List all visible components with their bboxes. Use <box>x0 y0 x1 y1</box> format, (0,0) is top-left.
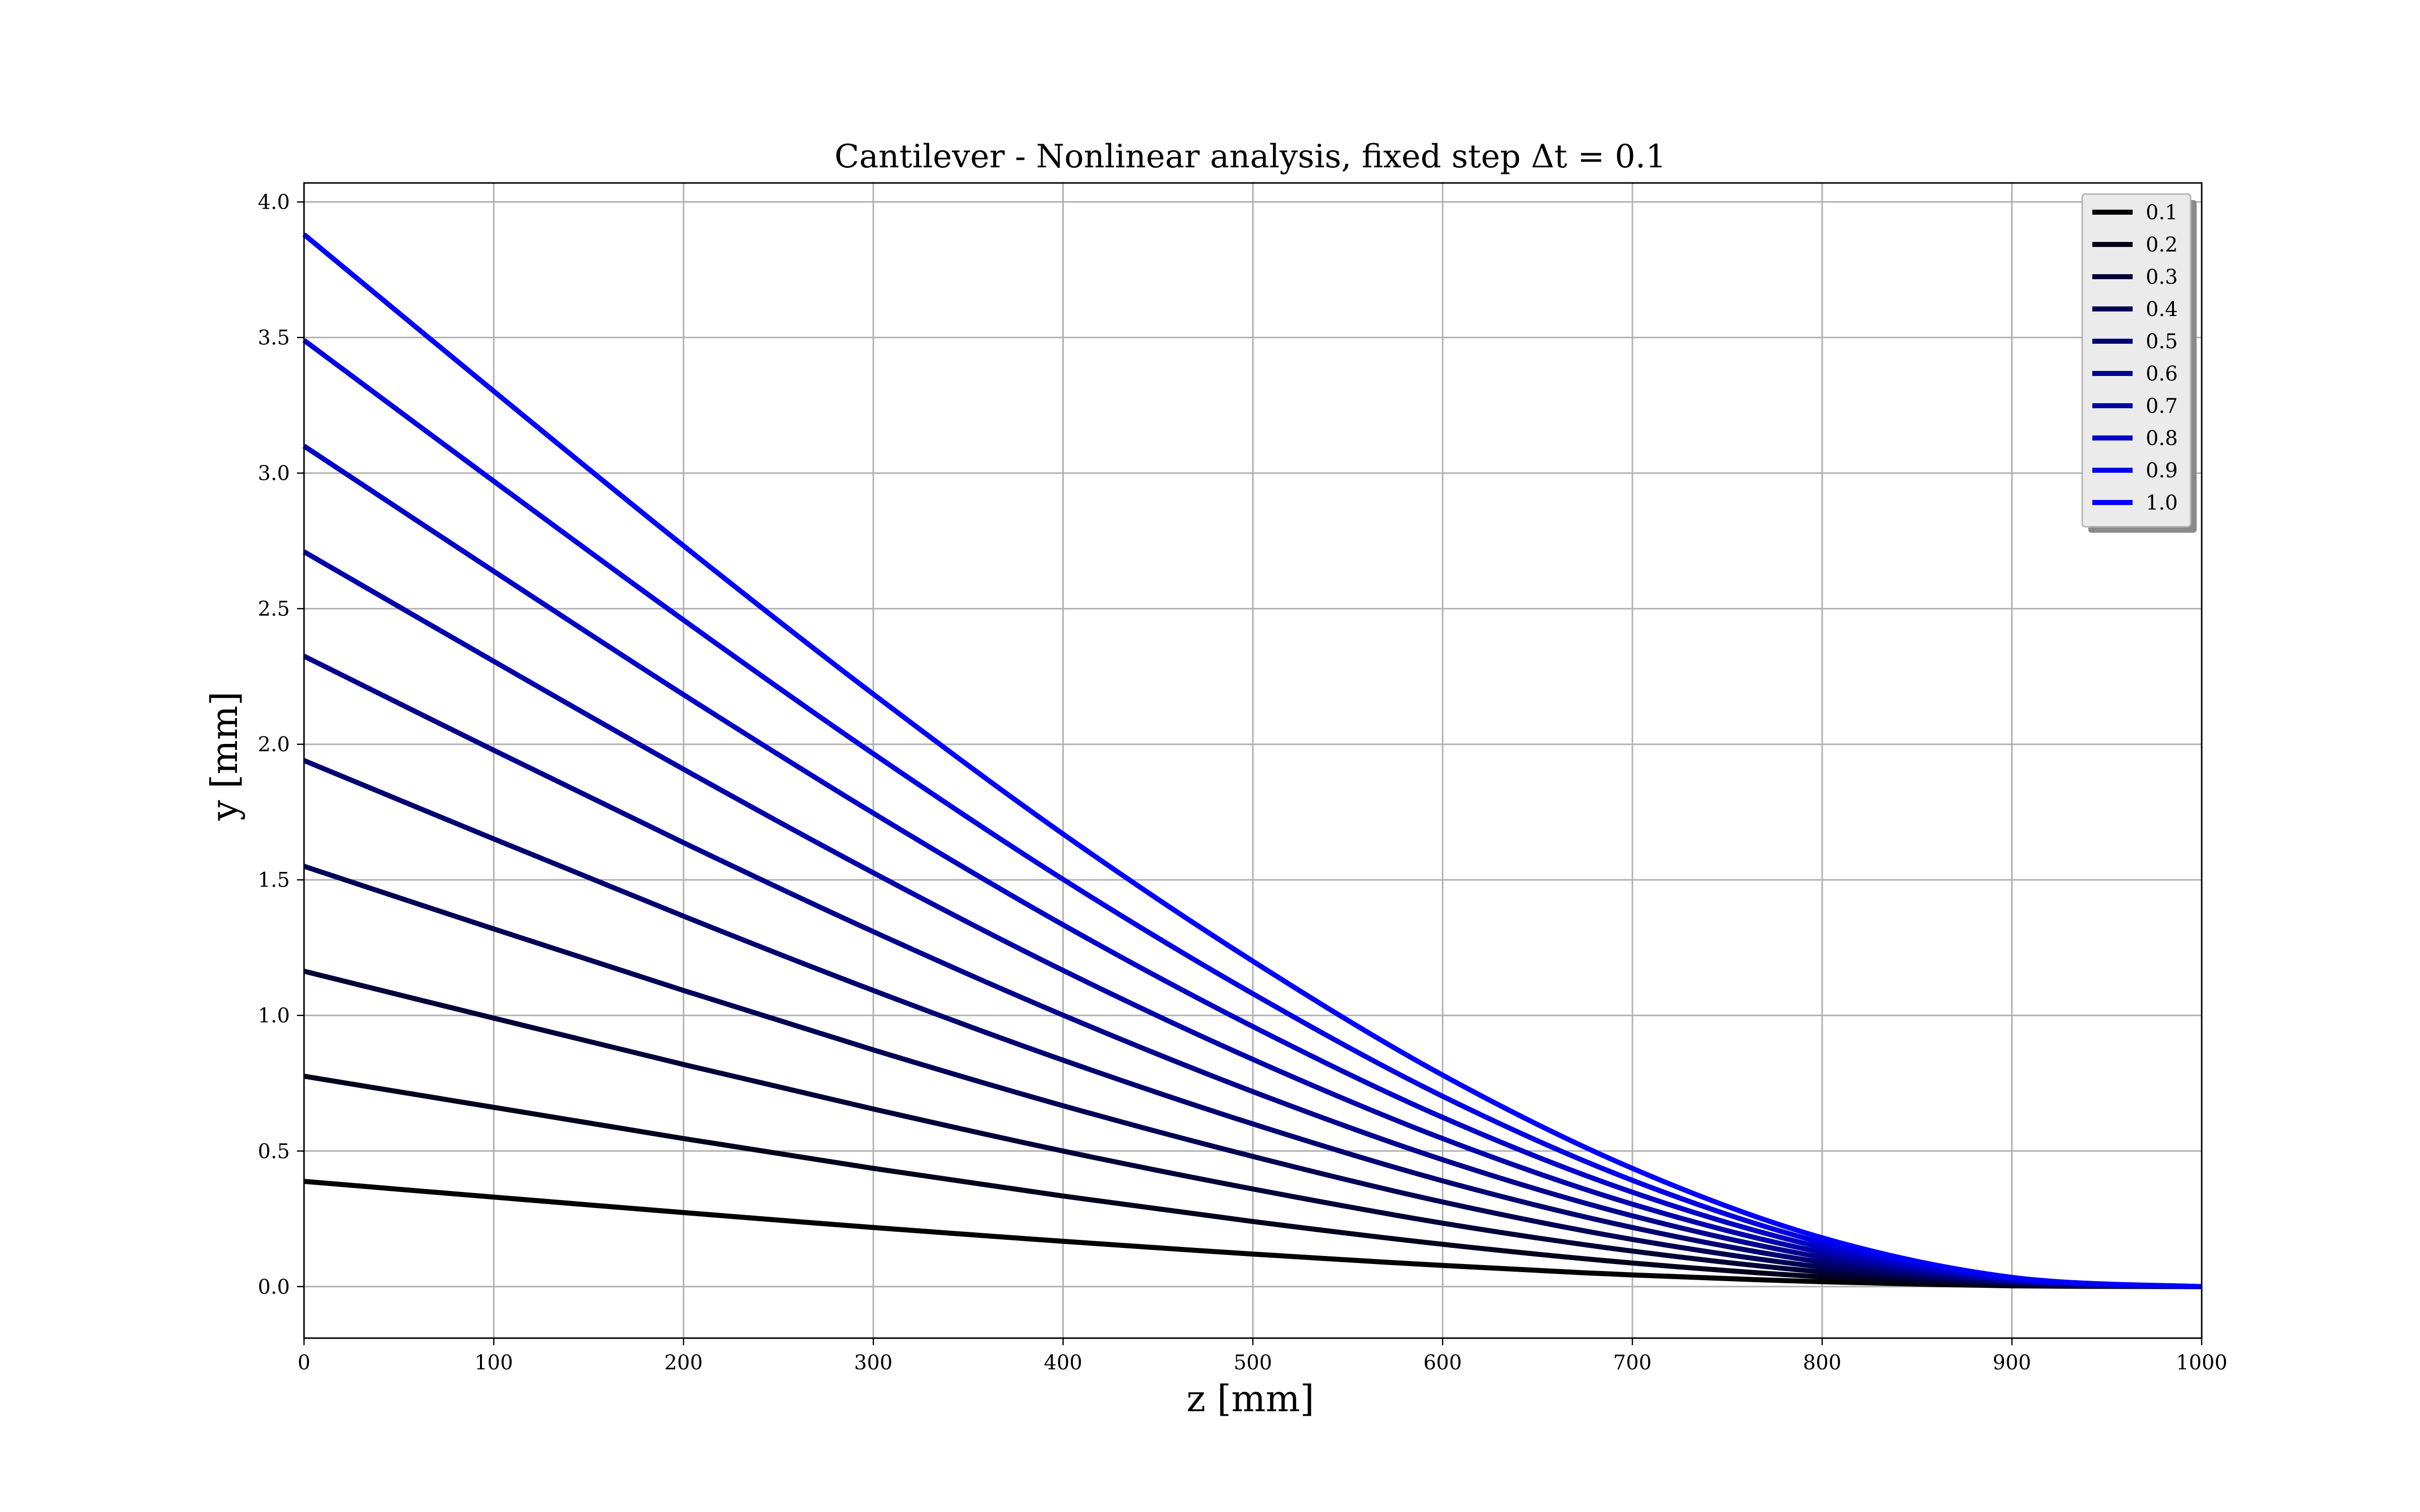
series-line-0.3 <box>303 969 2202 1289</box>
x-tick-label: 1000 <box>2176 1351 2227 1374</box>
series-line-0.5 <box>303 758 2202 1289</box>
x-tick-label: 0 <box>297 1351 310 1374</box>
x-tick-label: 500 <box>1234 1351 1272 1374</box>
legend-label: 0.1 <box>2146 201 2178 224</box>
x-tick-label: 400 <box>1044 1351 1082 1374</box>
legend-label: 0.9 <box>2146 459 2178 482</box>
x-tick-label: 200 <box>664 1351 703 1374</box>
chart-title: Cantilever - Nonlinear analysis, fixed s… <box>834 138 1666 175</box>
y-tick-label: 3.5 <box>258 327 290 350</box>
y-axis-ticks: 0.0 0.5 1.0 1.5 2.0 2.5 3.0 3.5 4.0 <box>258 191 304 1299</box>
legend-label: 1.0 <box>2146 491 2178 515</box>
legend-label: 0.3 <box>2146 266 2178 289</box>
x-axis-label: z [mm] <box>1186 1377 1314 1420</box>
y-tick-label: 2.0 <box>258 733 290 757</box>
x-axis-ticks: 0 100 200 300 400 500 600 700 800 900 1000 <box>297 1338 2227 1374</box>
y-tick-label: 1.0 <box>258 1004 290 1028</box>
x-tick-label: 900 <box>1992 1351 2031 1374</box>
series-line-0.7 <box>302 549 2202 1289</box>
y-tick-label: 4.0 <box>258 191 290 214</box>
series-line-0.2 <box>304 1074 2202 1289</box>
series-line-0.4 <box>303 864 2202 1289</box>
y-tick-label: 1.5 <box>258 869 290 892</box>
y-tick-label: 0.5 <box>258 1140 290 1163</box>
x-tick-label: 100 <box>474 1351 513 1374</box>
x-tick-label: 300 <box>854 1351 892 1374</box>
legend-label: 0.8 <box>2146 427 2178 450</box>
y-tick-label: 3.0 <box>258 462 290 485</box>
x-tick-label: 700 <box>1613 1351 1652 1374</box>
y-axis-label: y [mm] <box>203 691 246 821</box>
series-line-0.9 <box>302 338 2202 1289</box>
x-tick-label: 800 <box>1803 1351 1841 1374</box>
series-lines <box>302 232 2202 1289</box>
legend: 0.1 0.2 0.3 0.4 0.5 0.6 0.7 0.8 0.9 1.0 <box>2081 193 2197 533</box>
series-line-1.0 <box>302 232 2202 1289</box>
x-tick-label: 600 <box>1423 1351 1462 1374</box>
series-line-0.8 <box>302 444 2202 1289</box>
legend-label: 0.6 <box>2146 362 2178 386</box>
y-tick-label: 2.5 <box>258 598 290 621</box>
series-line-0.6 <box>302 654 2202 1289</box>
legend-label: 0.5 <box>2146 330 2178 353</box>
series-line-0.1 <box>304 1179 2202 1289</box>
legend-label: 0.4 <box>2146 298 2178 321</box>
legend-label: 0.7 <box>2146 395 2178 418</box>
y-tick-label: 0.0 <box>258 1276 290 1299</box>
legend-label: 0.2 <box>2146 233 2178 257</box>
